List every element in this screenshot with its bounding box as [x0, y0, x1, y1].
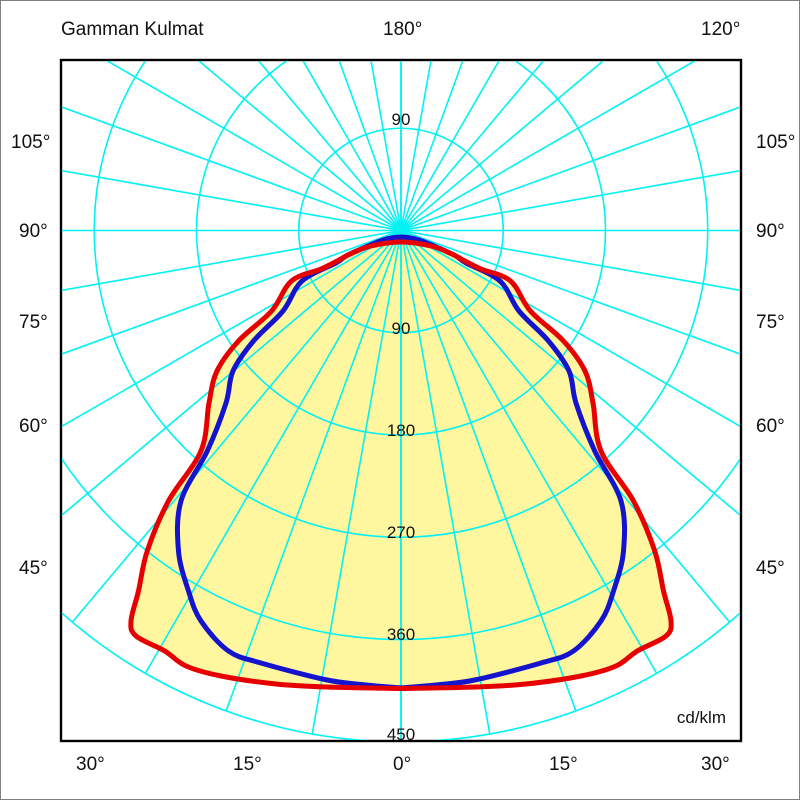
- svg-text:360: 360: [387, 625, 415, 644]
- svg-text:270: 270: [387, 523, 415, 542]
- svg-text:90: 90: [392, 319, 411, 338]
- svg-text:cd/klm: cd/klm: [677, 708, 726, 727]
- svg-text:90: 90: [392, 110, 411, 129]
- svg-text:180: 180: [387, 421, 415, 440]
- svg-text:450: 450: [387, 725, 415, 744]
